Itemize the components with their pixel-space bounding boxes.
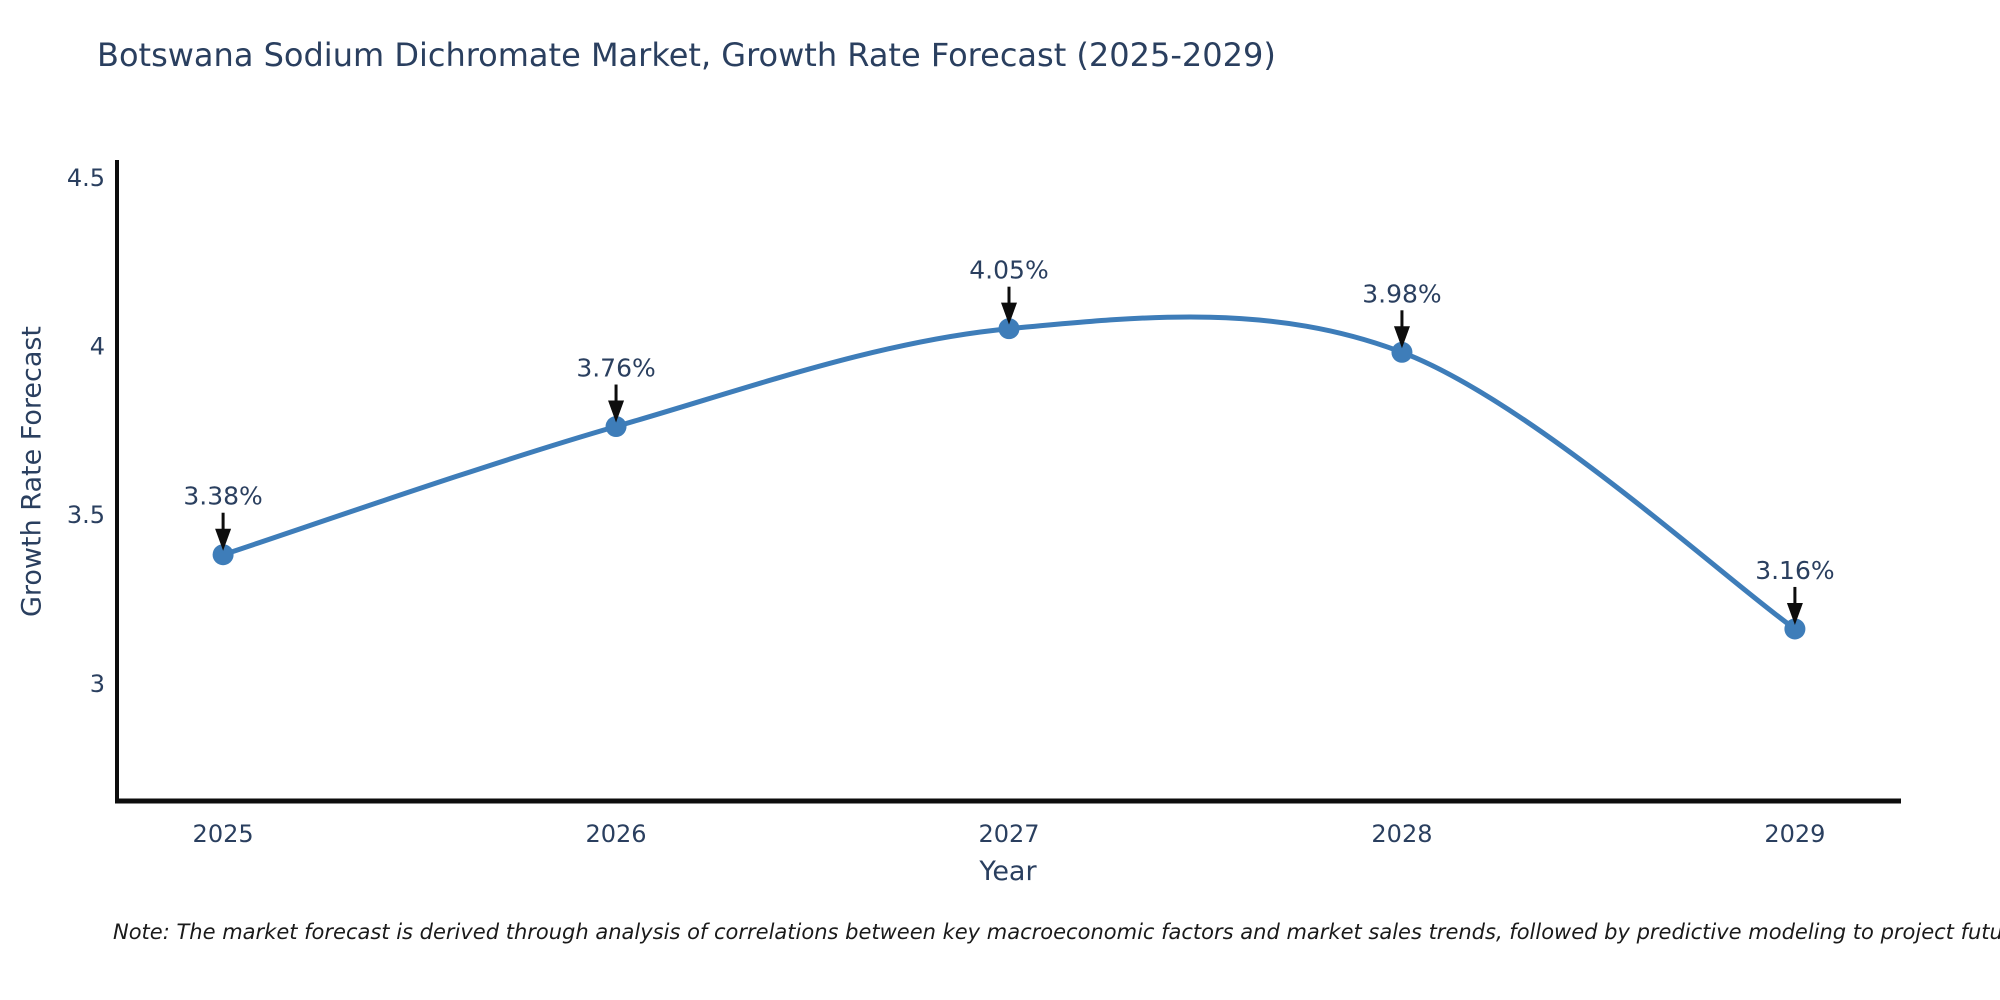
annotation-label: 3.76% [576, 354, 655, 383]
annotation-arrowhead [1393, 326, 1410, 349]
x-tick-label: 2029 [1764, 820, 1825, 848]
x-tick-label: 2026 [586, 820, 647, 848]
footnote: Note: The market forecast is derived thr… [113, 920, 2000, 944]
chart-title: Botswana Sodium Dichromate Market, Growt… [97, 36, 1276, 74]
data-point-marker[interactable] [1391, 341, 1413, 363]
annotation-label: 3.98% [1362, 279, 1441, 308]
annotation-label: 3.38% [183, 482, 262, 511]
trend-line [222, 314, 1797, 631]
x-tick-label: 2028 [1371, 820, 1432, 848]
y-axis-title: Growth Rate Forecast [16, 325, 48, 618]
x-axis-title: Year [979, 856, 1037, 887]
y-tick-label: 4 [90, 333, 105, 361]
data-point-marker[interactable] [605, 416, 627, 438]
y-tick-label: 4.5 [67, 164, 105, 192]
y-tick-label: 3.5 [67, 501, 105, 529]
data-point-marker[interactable] [1784, 618, 1806, 640]
data-point-marker[interactable] [212, 544, 234, 566]
annotation-arrowhead [1001, 302, 1017, 325]
x-tick-label: 2027 [978, 820, 1039, 848]
annotation-arrowhead [608, 400, 625, 423]
annotation-arrowhead [1786, 602, 1803, 625]
annotation-arrowhead [215, 528, 232, 551]
x-tick-label: 2025 [193, 820, 254, 848]
annotation-label: 4.05% [969, 256, 1048, 285]
annotation-label: 3.16% [1755, 556, 1834, 585]
data-point-marker[interactable] [998, 318, 1020, 340]
y-tick-label: 3 [90, 670, 105, 698]
